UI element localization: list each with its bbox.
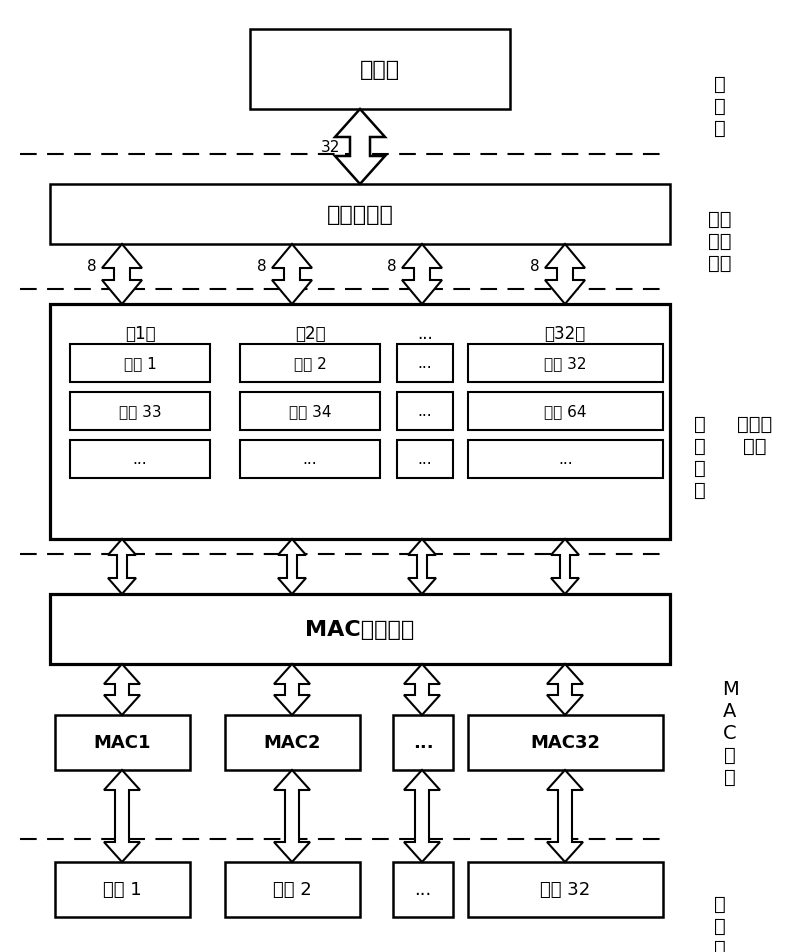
- Text: 数据包: 数据包: [360, 60, 400, 80]
- Text: 字节 2: 字节 2: [294, 356, 326, 371]
- Polygon shape: [551, 540, 579, 594]
- Bar: [50, 594, 670, 664]
- Bar: [468, 392, 663, 430]
- Polygon shape: [272, 245, 312, 305]
- Bar: [55, 863, 190, 917]
- Text: 传
输
子
层: 传 输 子 层: [694, 414, 706, 500]
- Text: 32: 32: [320, 139, 340, 154]
- Bar: [240, 345, 380, 383]
- Bar: [393, 715, 453, 770]
- Text: 第1组: 第1组: [124, 325, 156, 343]
- Bar: [397, 441, 453, 479]
- Bar: [225, 715, 360, 770]
- Bar: [70, 392, 210, 430]
- Bar: [50, 185, 670, 245]
- Bar: [468, 441, 663, 479]
- Polygon shape: [408, 540, 436, 594]
- Polygon shape: [274, 770, 310, 863]
- Polygon shape: [274, 664, 310, 715]
- Text: 字节 34: 字节 34: [289, 404, 331, 419]
- Text: 通锱 2: 通锱 2: [273, 881, 312, 899]
- Text: ...: ...: [417, 356, 433, 371]
- Bar: [50, 305, 670, 540]
- Polygon shape: [104, 770, 140, 863]
- Text: 8: 8: [257, 259, 267, 274]
- Text: MAC32: MAC32: [531, 734, 601, 752]
- Text: 通锱 1: 通锱 1: [103, 881, 142, 899]
- Polygon shape: [278, 540, 306, 594]
- Text: 8: 8: [87, 259, 97, 274]
- Polygon shape: [404, 770, 440, 863]
- Polygon shape: [108, 540, 136, 594]
- Text: 第2组: 第2组: [294, 325, 326, 343]
- Text: 8: 8: [387, 259, 397, 274]
- Bar: [55, 715, 190, 770]
- Text: 字节 32: 字节 32: [544, 356, 587, 371]
- Bar: [468, 345, 663, 383]
- Polygon shape: [402, 245, 442, 305]
- Bar: [468, 863, 663, 917]
- Bar: [70, 441, 210, 479]
- Text: 数据缓冲区: 数据缓冲区: [326, 205, 393, 225]
- Text: 字节 64: 字节 64: [544, 404, 587, 419]
- Text: ...: ...: [413, 734, 433, 752]
- Text: ...: ...: [132, 452, 148, 467]
- Bar: [70, 345, 210, 383]
- Polygon shape: [547, 664, 583, 715]
- Polygon shape: [104, 664, 140, 715]
- Bar: [397, 392, 453, 430]
- Text: 第32组: 第32组: [544, 325, 586, 343]
- Text: 数据
缓冲
子层: 数据 缓冲 子层: [709, 209, 732, 272]
- Text: 通锱 32: 通锱 32: [540, 881, 591, 899]
- Text: MAC1: MAC1: [93, 734, 152, 752]
- Bar: [468, 715, 663, 770]
- Text: MAC子层控制: MAC子层控制: [306, 620, 415, 640]
- Text: ...: ...: [417, 325, 433, 343]
- Bar: [240, 441, 380, 479]
- Text: ...: ...: [302, 452, 318, 467]
- Text: 物
理
层: 物 理 层: [714, 894, 726, 952]
- Polygon shape: [547, 770, 583, 863]
- Polygon shape: [335, 109, 385, 185]
- Text: ...: ...: [417, 452, 433, 467]
- Bar: [240, 392, 380, 430]
- Text: MAC2: MAC2: [264, 734, 322, 752]
- Bar: [393, 863, 453, 917]
- Text: 字节 1: 字节 1: [124, 356, 156, 371]
- Polygon shape: [545, 245, 585, 305]
- Bar: [225, 863, 360, 917]
- Text: ...: ...: [558, 452, 573, 467]
- Text: 字节 33: 字节 33: [119, 404, 161, 419]
- Bar: [397, 345, 453, 383]
- Polygon shape: [404, 664, 440, 715]
- Text: 数据链
路层: 数据链 路层: [737, 414, 772, 455]
- Text: 处
理
层: 处 理 层: [714, 75, 726, 138]
- Bar: [250, 30, 510, 109]
- Polygon shape: [102, 245, 142, 305]
- Text: M
A
C
子
层: M A C 子 层: [721, 680, 738, 786]
- Text: 8: 8: [530, 259, 539, 274]
- Text: ...: ...: [417, 404, 433, 419]
- Text: ...: ...: [414, 881, 432, 899]
